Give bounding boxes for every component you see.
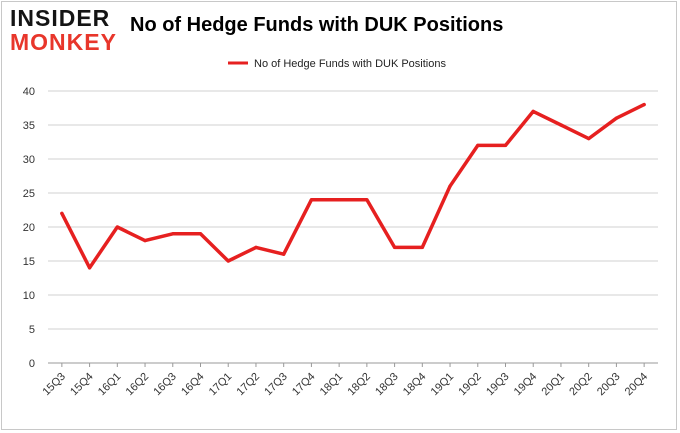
x-tick-label: 19Q2 — [456, 371, 484, 399]
x-tick-label: 16Q4 — [179, 371, 207, 399]
x-tick-label: 18Q4 — [401, 371, 429, 399]
x-tick-label: 17Q2 — [235, 371, 263, 399]
series-line — [60, 102, 646, 270]
x-tick-label: 17Q1 — [207, 371, 235, 399]
logo-line-2: MONKEY — [10, 29, 117, 55]
data-point — [282, 252, 286, 256]
insider-monkey-logo: INSIDER MONKEY — [10, 6, 117, 54]
data-point — [115, 225, 119, 229]
data-point — [476, 143, 480, 147]
data-point — [198, 232, 203, 236]
x-tick-label: 18Q3 — [373, 371, 401, 399]
x-tick-label: 20Q2 — [567, 371, 595, 399]
legend-label: No of Hedge Funds with DUK Positions — [254, 58, 446, 70]
x-tick-label: 20Q4 — [623, 371, 651, 399]
y-tick-label: 25 — [23, 188, 35, 200]
data-point — [60, 211, 64, 215]
y-tick-label: 15 — [23, 256, 35, 268]
data-point — [448, 184, 452, 188]
data-point — [254, 245, 258, 249]
x-tick-label: 17Q3 — [262, 371, 290, 399]
data-point — [337, 198, 341, 202]
data-point — [392, 245, 397, 249]
x-tick-label: 19Q1 — [429, 371, 457, 399]
chart-title: No of Hedge Funds with DUK Positions — [130, 14, 504, 36]
data-point — [531, 109, 535, 113]
data-point — [642, 103, 646, 107]
data-point — [614, 116, 619, 120]
y-tick-label: 0 — [29, 358, 35, 370]
x-tick-label: 18Q1 — [318, 371, 346, 399]
data-point — [587, 137, 591, 141]
data-point — [226, 259, 230, 263]
data-point — [87, 266, 92, 270]
y-tick-label: 30 — [23, 154, 35, 166]
x-tick-label: 15Q3 — [40, 371, 68, 399]
data-point — [309, 198, 314, 202]
data-point — [420, 245, 424, 249]
y-tick-label: 20 — [23, 222, 35, 234]
x-tick-label: 16Q3 — [151, 371, 179, 399]
x-tick-label: 17Q4 — [290, 371, 318, 399]
y-tick-label: 10 — [23, 290, 35, 302]
y-tick-label: 40 — [23, 86, 35, 98]
y-tick-label: 5 — [29, 324, 35, 336]
x-tick-label: 20Q3 — [595, 371, 623, 399]
y-tick-label: 35 — [23, 120, 35, 132]
data-point — [503, 143, 508, 147]
x-tick-label: 16Q1 — [96, 371, 124, 399]
x-tick-label: 16Q2 — [124, 371, 152, 399]
data-point — [143, 239, 147, 243]
data-point — [365, 198, 369, 202]
data-point — [559, 123, 563, 127]
x-tick-label: 18Q2 — [345, 371, 373, 399]
x-tick-label: 20Q1 — [540, 371, 568, 399]
x-tick-label: 15Q4 — [68, 371, 96, 399]
x-tick-label: 19Q4 — [512, 371, 540, 399]
x-tick-label: 19Q3 — [484, 371, 512, 399]
logo-line-1: INSIDER — [10, 5, 111, 31]
data-point — [171, 232, 175, 236]
